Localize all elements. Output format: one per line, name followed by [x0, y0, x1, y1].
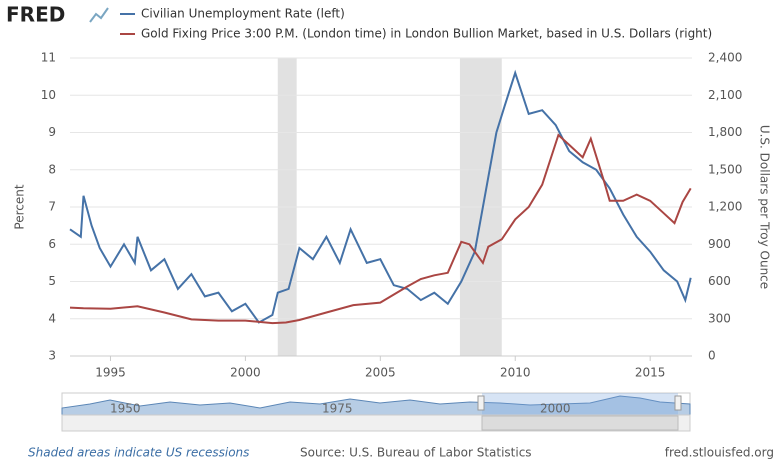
y-tick-label: 7 [48, 200, 56, 214]
site: fred.stlouisfed.org [665, 446, 774, 460]
x-tick-label: 2010 [500, 366, 531, 380]
y2-tick-label: 0 [708, 349, 716, 363]
y-tick-label: 5 [48, 274, 56, 288]
navigator-selection[interactable] [482, 393, 678, 415]
y-axis-label: Percent [13, 184, 27, 229]
navigator-label: 1950 [110, 402, 141, 416]
y2-tick-label: 2,400 [708, 51, 742, 65]
logo-icon [89, 7, 109, 23]
x-tick-label: 2005 [365, 366, 396, 380]
legend-label: Civilian Unemployment Rate (left) [141, 7, 345, 21]
scrollbar-thumb[interactable] [481, 415, 679, 431]
navigator-handle[interactable] [674, 395, 682, 411]
y2-tick-label: 900 [708, 237, 731, 251]
series-line [69, 69, 692, 324]
x-tick-label: 2000 [230, 366, 261, 380]
y-tick-label: 11 [41, 51, 56, 65]
y-tick-label: 3 [48, 349, 56, 363]
y2-axis-label: U.S. Dollars per Troy Ounce [758, 125, 772, 289]
y2-tick-label: 300 [708, 311, 731, 325]
y2-tick-label: 1,500 [708, 162, 742, 176]
navigator-area [61, 395, 691, 416]
source: Source: U.S. Bureau of Labor Statistics [300, 446, 532, 460]
legend-label: Gold Fixing Price 3:00 P.M. (London time… [141, 27, 712, 41]
series-line [69, 133, 692, 325]
y-tick-label: 10 [41, 88, 56, 102]
navigator-label: 2000 [540, 402, 571, 416]
x-tick-label: 1995 [95, 366, 126, 380]
navigator-label: 1975 [322, 402, 353, 416]
recession-note: Shaded areas indicate US recessions [28, 446, 249, 460]
y-tick-label: 4 [48, 311, 56, 325]
y2-tick-label: 1,800 [708, 125, 742, 139]
y2-tick-label: 2,100 [708, 88, 742, 102]
x-tick-label: 2015 [635, 366, 666, 380]
navigator-handle[interactable] [477, 395, 485, 411]
y2-tick-label: 600 [708, 274, 731, 288]
logo: FRED [6, 3, 65, 27]
plot-area [69, 57, 692, 357]
y-tick-label: 8 [48, 162, 56, 176]
legend: Civilian Unemployment Rate (left) Gold Fi… [120, 7, 712, 41]
y-tick-label: 9 [48, 125, 56, 139]
y2-tick-label: 1,200 [708, 200, 742, 214]
y-tick-label: 6 [48, 237, 56, 251]
navigator: 1950 1975 2000 [61, 392, 691, 432]
